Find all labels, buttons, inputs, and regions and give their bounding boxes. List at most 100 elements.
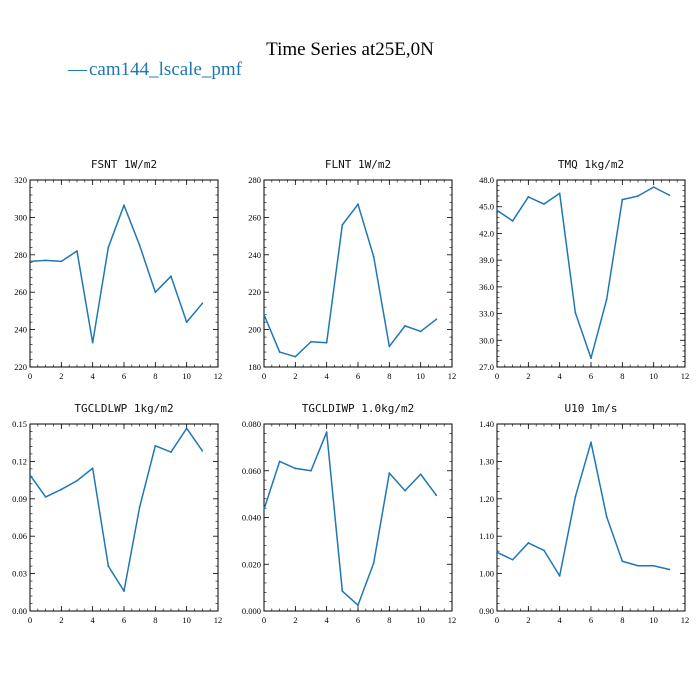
data-point-tmq [621,198,624,201]
data-point-tgcldlwp [123,590,125,592]
y-tick-label: 0.00 [12,606,27,616]
panel-tgcldlwp: TGCLDLWP 1kg/m2 0 2 4 6 8 10 12 0.00 0.03 0.06 0.09… [12,402,222,625]
data-point-fsnt [60,260,63,263]
y-tick-label: 45.0 [479,202,494,212]
data-point-tgcldiwp [310,469,312,472]
data-point-tgcldlwp [91,467,94,470]
x-tick-label: 6 [589,371,593,381]
data-point-u10 [496,551,498,554]
x-tick-label: 4 [91,371,96,381]
y-tick-label: 30.0 [479,335,494,345]
x-tick-label: 12 [214,615,223,625]
data-point-flnt [404,324,406,327]
data-point-fsnt [29,260,31,263]
data-point-fsnt [44,259,47,262]
data-point-fsnt [170,275,172,278]
y-tick-label: 1.40 [479,419,494,429]
data-point-tgcldlwp [201,449,204,452]
y-tick-label: 0.09 [12,494,27,504]
y-tick-label: 280 [14,250,27,260]
x-tick-label: 10 [649,371,658,381]
data-point-u10 [605,515,608,518]
data-point-tgcldlwp [76,479,78,482]
y-tick-label: 220 [14,362,27,372]
x-tick-label: 4 [91,615,96,625]
y-tick-label: 1.30 [479,456,494,466]
y-tick-label: 36.0 [479,282,494,292]
y-tick-label: 39.0 [479,255,494,265]
panel-fsnt: FSNT 1W/m2 0 2 4 6 8 10 12 220 240 260 280 300 320 [14,158,222,381]
data-point-fsnt [154,291,157,294]
plot-frame-tmq [496,179,686,368]
panel-grid: FSNT 1W/m20 2 4 6 8 10 12220240260280300320FLN… [12,158,689,625]
data-point-tmq [574,311,577,314]
data-point-flnt [372,255,375,258]
plot-frame-u10 [496,423,686,612]
data-point-fsnt [123,204,125,207]
data-point-tgcldlwp [185,427,188,430]
series-line-flnt [263,203,437,358]
data-point-u10 [621,560,624,563]
x-tick-label: 0 [28,371,32,381]
data-point-tgcldiwp [357,604,359,607]
x-tick-label: 12 [214,371,223,381]
y-tick-label: 300 [14,212,27,222]
data-point-flnt [357,203,359,206]
legend-marker: — [67,59,88,80]
x-tick-label: 0 [495,371,499,381]
data-point-tmq [511,220,514,222]
data-point-flnt [419,330,422,333]
x-tick-label: 2 [526,615,530,625]
panel-title-tmq: TMQ 1kg/m2 [558,158,624,171]
y-tick-label: 240 [14,325,27,335]
y-tick-label: 320 [14,175,27,185]
data-point-u10 [652,564,655,567]
data-point-tmq [668,194,671,197]
y-tick-label: 200 [248,325,261,335]
data-point-flnt [294,355,297,358]
x-tick-label: 8 [153,371,157,381]
x-tick-label: 4 [558,371,563,381]
data-point-tgcldiwp [341,590,344,593]
x-tick-label: 6 [122,615,126,625]
x-tick-label: 8 [620,615,624,625]
x-tick-label: 6 [122,371,126,381]
series-line-tgcldlwp [29,427,203,592]
panel-flnt: FLNT 1W/m2 0 2 4 6 8 10 12 180 200 220 240 260 280 [248,158,456,381]
data-point-tgcldlwp [107,565,110,568]
data-point-tgcldlwp [44,496,47,498]
y-tick-label: 0.06 [12,531,27,541]
x-tick-label: 10 [182,371,191,381]
data-point-fsnt [185,321,188,324]
y-tick-label: 0.040 [242,513,261,523]
data-point-flnt [263,313,265,316]
y-tick-label: 0.03 [12,569,27,579]
y-tick-label: 27.0 [479,362,494,372]
data-point-tmq [527,196,530,198]
panel-title-tgcldiwp: TGCLDIWP 1.0kg/m2 [302,402,415,415]
y-tick-label: 280 [248,175,261,185]
x-tick-label: 6 [589,615,593,625]
plot-frame-flnt [263,179,453,368]
x-tick-label: 4 [325,371,330,381]
x-tick-label: 10 [182,615,191,625]
data-point-tgcldiwp [372,562,375,564]
x-tick-label: 4 [558,615,563,625]
series-line-tgcldiwp [263,431,437,606]
data-point-fsnt [138,244,141,247]
data-point-tgcldiwp [435,494,438,497]
x-tick-label: 6 [356,371,360,381]
data-point-u10 [637,564,639,567]
panel-title-u10: U10 1m/s [565,402,618,415]
x-tick-label: 4 [325,615,330,625]
y-tick-label: 0.080 [242,419,261,429]
data-point-fsnt [107,246,110,249]
y-tick-label: 0.020 [242,559,261,569]
x-tick-label: 10 [649,615,658,625]
data-point-tgcldiwp [263,508,265,511]
y-tick-label: 42.0 [479,228,494,238]
data-point-tmq [590,357,592,359]
data-point-flnt [435,318,438,321]
figure-title: Time Series at25E,0N [266,39,434,60]
